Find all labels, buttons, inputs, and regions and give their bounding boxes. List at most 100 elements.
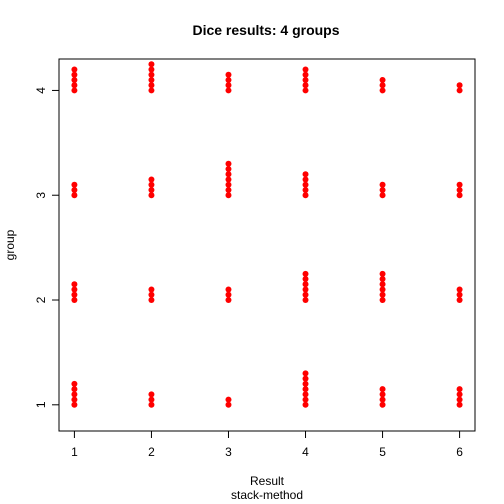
data-point [379, 186, 386, 193]
data-point [302, 192, 309, 199]
data-point [456, 286, 463, 293]
data-point [148, 82, 155, 89]
data-point [225, 401, 232, 408]
data-point [225, 297, 232, 304]
x-tick-label: 2 [148, 445, 155, 459]
data-point [148, 401, 155, 408]
data-point [302, 87, 309, 94]
data-point [302, 270, 309, 277]
data-point [225, 87, 232, 94]
data-point [71, 192, 78, 199]
data-point [302, 386, 309, 393]
data-point [148, 61, 155, 68]
data-point [71, 66, 78, 73]
data-point [225, 192, 232, 199]
data-point [456, 396, 463, 403]
data-point [302, 66, 309, 73]
data-point [71, 82, 78, 89]
y-tick-label: 1 [34, 401, 48, 408]
y-axis-label: group [3, 229, 17, 260]
data-point [456, 181, 463, 188]
data-point [225, 71, 232, 78]
data-point [225, 181, 232, 188]
x-tick-label: 5 [379, 445, 386, 459]
data-point [71, 396, 78, 403]
data-point [148, 396, 155, 403]
x-axis-sublabel: stack-method [231, 488, 303, 502]
data-point [456, 401, 463, 408]
data-point [302, 375, 309, 382]
data-point [71, 297, 78, 304]
data-point [379, 396, 386, 403]
data-point [148, 192, 155, 199]
data-point [148, 71, 155, 78]
data-point [379, 281, 386, 288]
data-point [302, 171, 309, 178]
data-point [225, 286, 232, 293]
data-point [302, 281, 309, 288]
data-point [302, 181, 309, 188]
data-point [225, 396, 232, 403]
data-point [302, 186, 309, 193]
data-point [71, 87, 78, 94]
data-point [302, 71, 309, 78]
data-point [71, 380, 78, 387]
data-point [379, 286, 386, 293]
data-point [456, 192, 463, 199]
plot-area [58, 58, 476, 432]
data-point [302, 76, 309, 83]
data-point [225, 291, 232, 298]
x-tick-label: 3 [225, 445, 232, 459]
data-point [379, 297, 386, 304]
data-point [71, 76, 78, 83]
y-tick-label: 3 [34, 192, 48, 199]
data-point [148, 286, 155, 293]
data-point [379, 391, 386, 398]
data-point [71, 291, 78, 298]
data-point [379, 87, 386, 94]
data-point [456, 186, 463, 193]
data-point [148, 291, 155, 298]
data-point [302, 297, 309, 304]
data-point [302, 370, 309, 377]
data-point [302, 82, 309, 89]
data-point [379, 192, 386, 199]
x-axis-label: Result [250, 474, 285, 488]
data-point [148, 186, 155, 193]
data-point [302, 176, 309, 183]
data-point [379, 181, 386, 188]
x-tick-label: 1 [71, 445, 78, 459]
data-point [379, 401, 386, 408]
data-point [71, 181, 78, 188]
data-point [225, 166, 232, 173]
data-point [148, 87, 155, 94]
data-point [71, 391, 78, 398]
x-tick-label: 6 [456, 445, 463, 459]
data-point [379, 386, 386, 393]
data-point [456, 291, 463, 298]
data-point [302, 291, 309, 298]
data-point [379, 76, 386, 83]
data-point [148, 297, 155, 304]
data-point [71, 401, 78, 408]
data-point [456, 82, 463, 89]
data-point [148, 391, 155, 398]
data-point [379, 82, 386, 89]
data-point [225, 176, 232, 183]
x-tick-label: 4 [302, 445, 309, 459]
data-point [302, 286, 309, 293]
data-point [456, 391, 463, 398]
data-point [456, 297, 463, 304]
data-point [225, 76, 232, 83]
data-point [71, 71, 78, 78]
data-point [456, 386, 463, 393]
data-point [302, 391, 309, 398]
data-point [71, 286, 78, 293]
data-point [148, 181, 155, 188]
data-point [71, 281, 78, 288]
y-tick-label: 4 [34, 87, 48, 94]
data-point [379, 291, 386, 298]
chart-title: Dice results: 4 groups [192, 22, 339, 38]
y-axis: 1 2 3 4 [34, 87, 60, 408]
